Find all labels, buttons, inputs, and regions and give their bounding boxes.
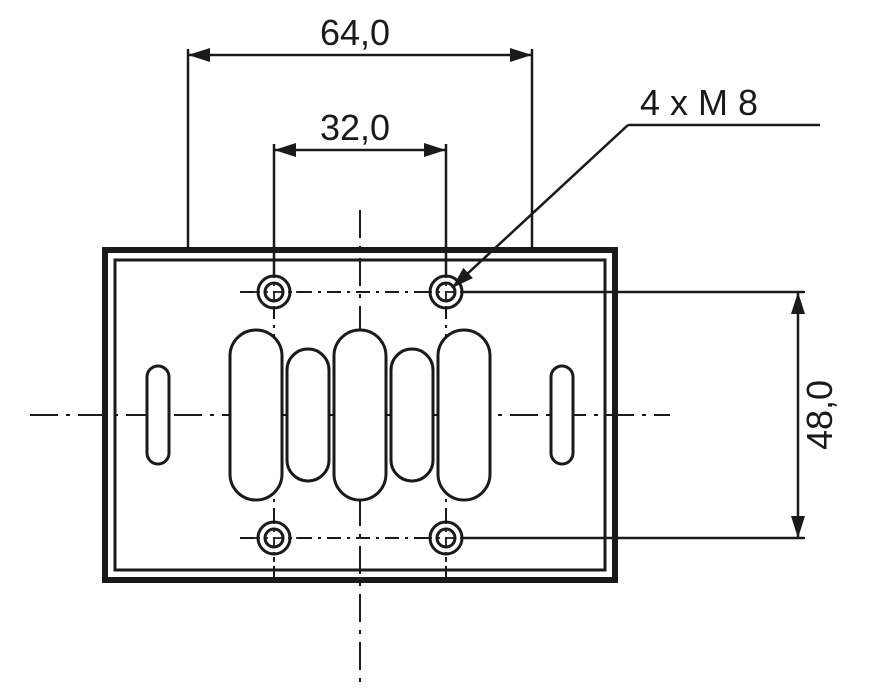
slot-large-2 (438, 330, 490, 500)
slot-medium-1 (391, 349, 433, 481)
dim32-label: 32,0 (320, 107, 390, 148)
slot-small-1 (551, 366, 573, 464)
hole-note-label: 4 x M 8 (640, 82, 758, 123)
dim48-label: 48,0 (799, 380, 840, 450)
slot-small-0 (147, 366, 169, 464)
slot-large-1 (334, 330, 386, 500)
hole-note-leader (452, 125, 628, 288)
slot-medium-0 (287, 349, 329, 481)
slot-large-0 (230, 330, 282, 500)
dim64-label: 64,0 (320, 12, 390, 53)
